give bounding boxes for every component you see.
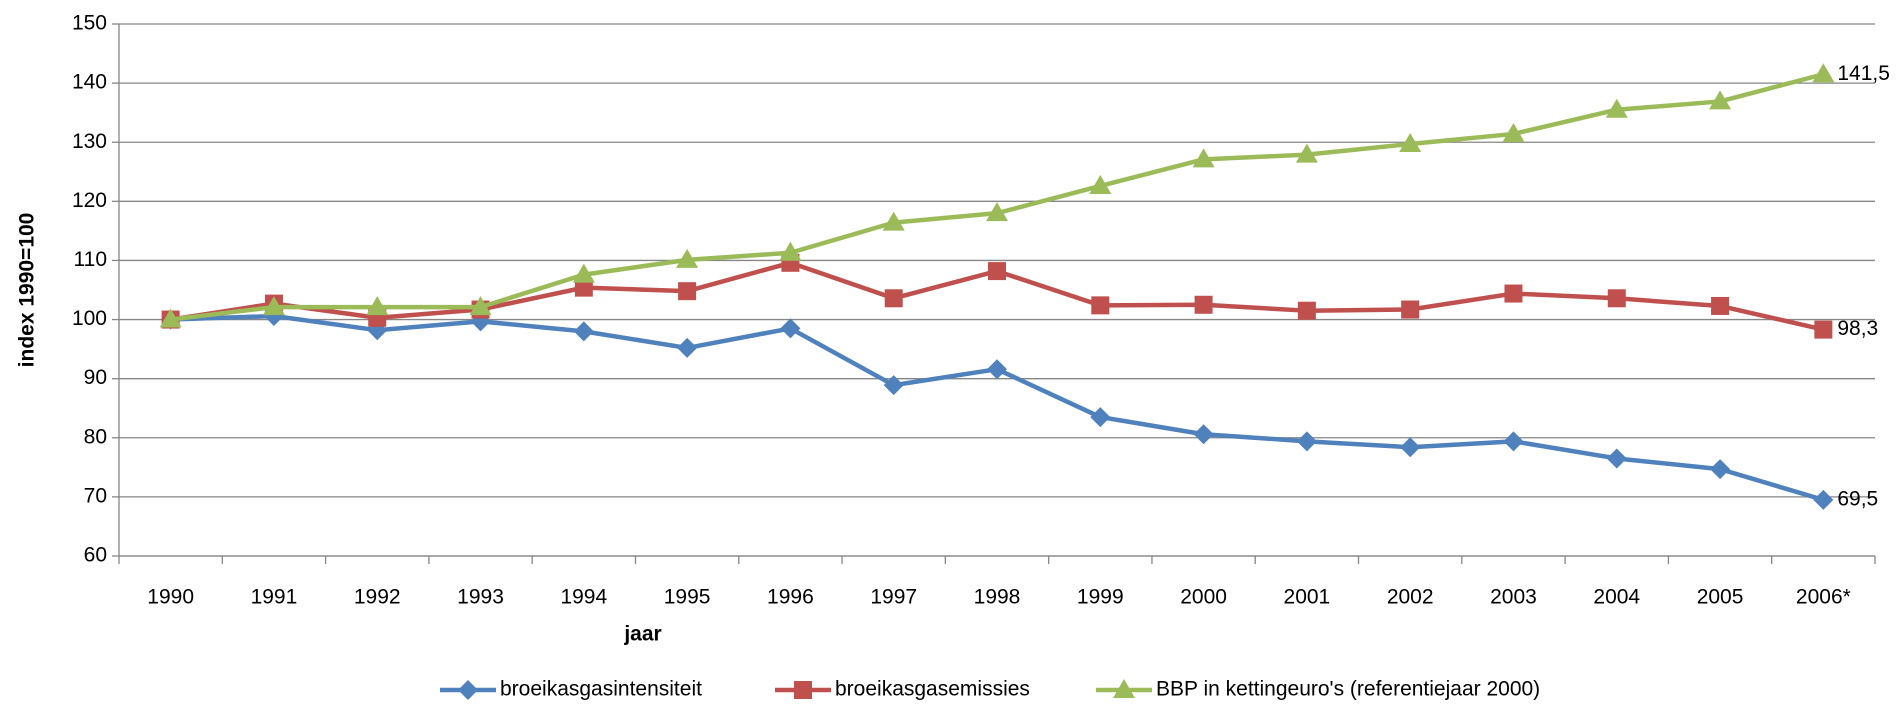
marker [1710,459,1731,480]
x-tick-label: 1994 [560,586,607,609]
marker [1113,679,1135,698]
x-tick-label: 2006* [1796,586,1851,609]
marker [1192,148,1215,168]
marker [1193,424,1214,445]
marker [1295,143,1318,163]
x-tick-label: 1996 [767,586,814,609]
x-tick-label: 1991 [251,586,298,609]
data-label: 141,5 [1837,62,1890,85]
x-tick-label: 1990 [147,586,194,609]
legend-label: broeikasgasemissies [835,678,1030,701]
marker [1711,296,1730,315]
x-tick-label: 2002 [1387,586,1434,609]
marker [780,318,801,339]
marker [1606,448,1627,469]
marker [1812,63,1835,83]
marker [1709,90,1732,110]
y-axis-title: index 1990=100 [16,213,39,368]
x-tick-label: 1993 [457,586,504,609]
marker [1400,437,1421,458]
x-tick-label: 2001 [1284,586,1331,609]
marker [469,296,492,316]
y-tick-label: 60 [84,544,107,567]
marker [1607,289,1626,308]
y-tick-label: 70 [84,484,107,507]
marker [884,289,903,308]
x-tick-label: 1999 [1077,586,1124,609]
marker [676,248,699,268]
marker [1091,296,1110,315]
marker [678,282,697,301]
data-label: 98,3 [1837,317,1878,340]
marker [574,278,593,297]
marker [262,296,285,316]
marker [1504,284,1523,303]
y-tick-label: 130 [72,130,107,153]
marker [794,681,812,699]
marker [572,263,595,283]
marker [1503,431,1524,452]
x-tick-label: 2003 [1490,586,1537,609]
marker [1399,132,1422,152]
legend-label: broeikasgasintensiteit [500,678,702,701]
marker [986,202,1008,222]
marker [1401,300,1420,319]
series-line [170,72,1824,322]
marker [1814,320,1833,339]
y-tick-label: 150 [72,12,107,35]
marker [779,241,802,261]
marker [366,296,389,316]
x-tick-label: 2004 [1593,586,1640,609]
y-tick-label: 90 [84,366,107,389]
marker [1194,295,1213,314]
marker [1296,431,1317,452]
data-label: 69,5 [1837,487,1878,510]
x-axis-title: jaar [623,623,661,646]
y-tick-label: 100 [72,307,107,330]
marker [987,359,1007,380]
x-tick-label: 2005 [1697,586,1744,609]
x-tick-label: 1995 [664,586,711,609]
y-tick-label: 110 [74,248,107,271]
marker [1297,301,1316,320]
y-tick-label: 120 [72,189,107,212]
marker [458,680,478,700]
marker [1090,407,1111,428]
marker [1605,98,1628,118]
marker [573,321,594,342]
x-tick-label: 1992 [354,586,401,609]
marker [988,262,1006,281]
x-tick-label: 1998 [974,586,1021,609]
y-tick-label: 80 [84,425,107,448]
y-tick-label: 140 [72,71,107,94]
marker [677,337,698,358]
marker [1502,122,1525,142]
x-tick-label: 1997 [870,586,917,609]
marker [1089,174,1112,194]
marker [159,308,182,328]
legend-label: BBP in kettingeuro's (referentiejaar 200… [1156,678,1540,701]
series-line [170,313,1824,503]
marker [1813,489,1834,510]
marker [883,375,904,396]
x-tick-label: 2000 [1180,586,1227,609]
marker [882,211,905,231]
